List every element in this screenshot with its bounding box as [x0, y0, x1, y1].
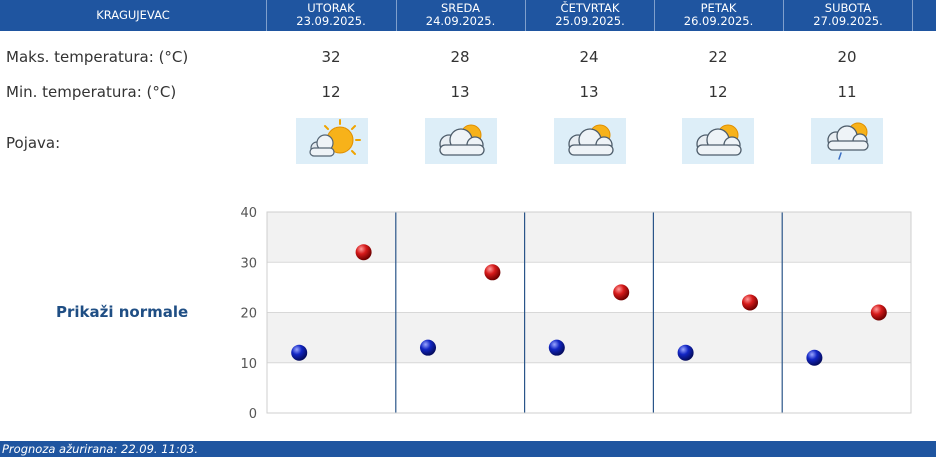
header-divider: [525, 0, 526, 31]
y-tick-label: 30: [240, 256, 257, 271]
max-temp-marker: [484, 264, 501, 281]
header-day-4: PETAK 26.09.2025.: [655, 0, 782, 31]
cloudy-sun-icon: [682, 118, 754, 164]
max-temp-marker: [613, 284, 630, 301]
day-name: SREDA: [440, 1, 481, 15]
min-temp-marker: [806, 349, 823, 366]
header-day-1: UTORAK 23.09.2025.: [267, 0, 395, 31]
max-temp-value: 20: [837, 48, 857, 66]
cloudy-light-rain-icon: [811, 118, 883, 164]
day-date: 26.09.2025.: [683, 14, 754, 28]
max-temp-value: 24: [579, 48, 599, 66]
min-temp-value: 12: [708, 83, 728, 101]
min-temp-value: 11: [837, 83, 857, 101]
min-temp-label: Min. temperatura: (°C): [6, 83, 177, 101]
header-day-5: SUBOTA 27.09.2025.: [784, 0, 912, 31]
max-temp-label: Maks. temperatura: (°C): [6, 48, 189, 66]
max-temp-value: 28: [450, 48, 470, 66]
y-tick-label: 10: [240, 357, 257, 372]
day-date: 23.09.2025.: [296, 14, 366, 28]
header-divider: [912, 0, 913, 31]
footer-bar: Prognoza ažurirana: 22.09. 11:03.: [0, 441, 936, 457]
plot-band: [267, 212, 911, 263]
min-temp-marker: [420, 339, 436, 356]
y-tick-label: 20: [240, 307, 257, 322]
header-day-2: SREDA 24.09.2025.: [397, 0, 524, 31]
cloudy-sun-icon: [554, 118, 626, 164]
day-name: UTORAK: [307, 1, 355, 15]
day-name: ČETVRTAK: [560, 1, 620, 15]
header-day-3: ČETVRTAK 25.09.2025.: [526, 0, 654, 31]
header-divider: [783, 0, 784, 31]
day-date: 24.09.2025.: [425, 14, 496, 28]
max-temp-marker: [742, 294, 758, 311]
min-temp-value: 13: [450, 83, 470, 101]
day-date: 27.09.2025.: [813, 14, 883, 28]
header-divider: [654, 0, 655, 31]
header-divider: [266, 0, 267, 31]
plot-border: [266, 211, 912, 414]
header-divider: [396, 0, 397, 31]
plot-band: [267, 312, 911, 363]
min-temp-value: 12: [321, 83, 341, 101]
forecast-updated-text: Prognoza ažurirana: 22.09. 11:03.: [2, 442, 199, 456]
forecast-header: KRAGUJEVAC UTORAK 23.09.2025. SREDA 24.0…: [0, 0, 936, 31]
plot-band: [267, 362, 911, 413]
phenomenon-label: Pojava:: [6, 134, 61, 152]
city-name: KRAGUJEVAC: [96, 8, 170, 22]
max-temp-value: 32: [321, 48, 341, 66]
min-temp-marker: [677, 344, 694, 361]
show-normals-link[interactable]: Prikaži normale: [56, 303, 189, 321]
max-temp-value: 22: [708, 48, 728, 66]
min-temp-marker: [548, 339, 565, 356]
y-tick-label: 0: [249, 407, 257, 422]
min-temp-value: 13: [579, 83, 599, 101]
min-temp-marker: [291, 344, 308, 361]
day-date: 25.09.2025.: [555, 14, 625, 28]
partly-sunny-icon: [296, 118, 368, 164]
cloudy-sun-icon: [425, 118, 497, 164]
day-name: PETAK: [700, 1, 737, 15]
max-temp-marker: [355, 244, 372, 261]
plot-band: [267, 262, 911, 313]
y-tick-label: 40: [240, 206, 257, 221]
day-name: SUBOTA: [824, 1, 872, 15]
max-temp-marker: [870, 304, 887, 321]
